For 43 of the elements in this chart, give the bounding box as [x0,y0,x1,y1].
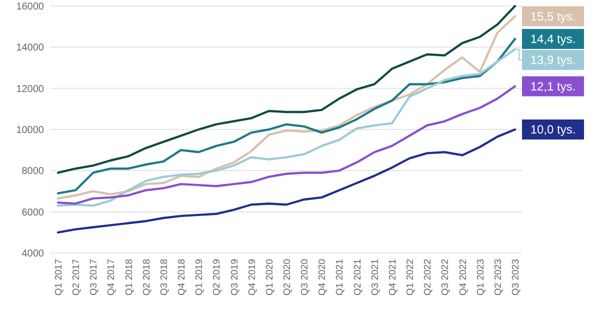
y-tick-label: 8000 [22,166,44,178]
x-tick-label: Q4 2021 [387,259,398,296]
x-tick-label: Q2 2019 [212,259,223,296]
x-tick-label: Q4 2020 [317,259,328,296]
y-tick-label: 14000 [16,42,44,54]
x-tick-label: Q3 2017 [88,259,100,296]
annotation: 10,0 tys. [530,122,576,137]
x-tick-label: Q1 2023 [475,259,486,296]
y-tick-label: 4000 [22,248,44,260]
x-tick-label: Q2 2021 [352,259,364,296]
y-tick-label: 12000 [16,84,44,95]
x-tick-label: Q3 2022 [440,259,452,296]
x-tick-label: Q1 2020 [264,259,276,296]
x-tick-label: Q3 2020 [300,259,311,296]
x-tick-label: Q2 2020 [282,259,293,296]
annotation: 13,9 tys. [530,53,576,68]
x-tick-label: Q1 2022 [405,259,416,296]
line-series [56,128,516,234]
x-tick-label: Q4 2018 [176,259,188,296]
y-tick-label: 6000 [22,207,44,218]
x-tick-label: Q4 2019 [246,259,258,296]
x-tick-label: Q2 2023 [492,259,504,296]
y-tick-label: 16000 [16,2,44,12]
line-series [56,85,516,205]
x-tick-label: Q1 2019 [194,259,206,296]
x-tick-label: Q2 2022 [422,259,434,296]
x-tick-label: Q4 2022 [458,259,469,296]
x-tick-label: Q3 2018 [158,259,170,296]
x-tick-label: Q2 2018 [141,259,152,296]
x-tick-label: Q1 2021 [334,259,346,296]
line-series [56,4,516,174]
line-series [56,15,516,200]
x-tick-label: Q3 2021 [370,259,381,296]
x-tick-label: Q1 2018 [124,259,135,296]
y-tick-label: 10000 [16,125,44,136]
annotation: 12,1 tys. [530,79,576,94]
annotation: 14,4 tys. [530,32,576,46]
x-tick-label: Q1 2017 [54,259,64,296]
annotation: 15,5 tys. [530,9,576,24]
x-tick-label: Q3 2023 [510,259,522,296]
x-tick-label: Q3 2019 [229,259,240,296]
x-tick-label: Q4 2017 [106,259,118,296]
x-tick-label: Q2 2017 [71,259,82,296]
